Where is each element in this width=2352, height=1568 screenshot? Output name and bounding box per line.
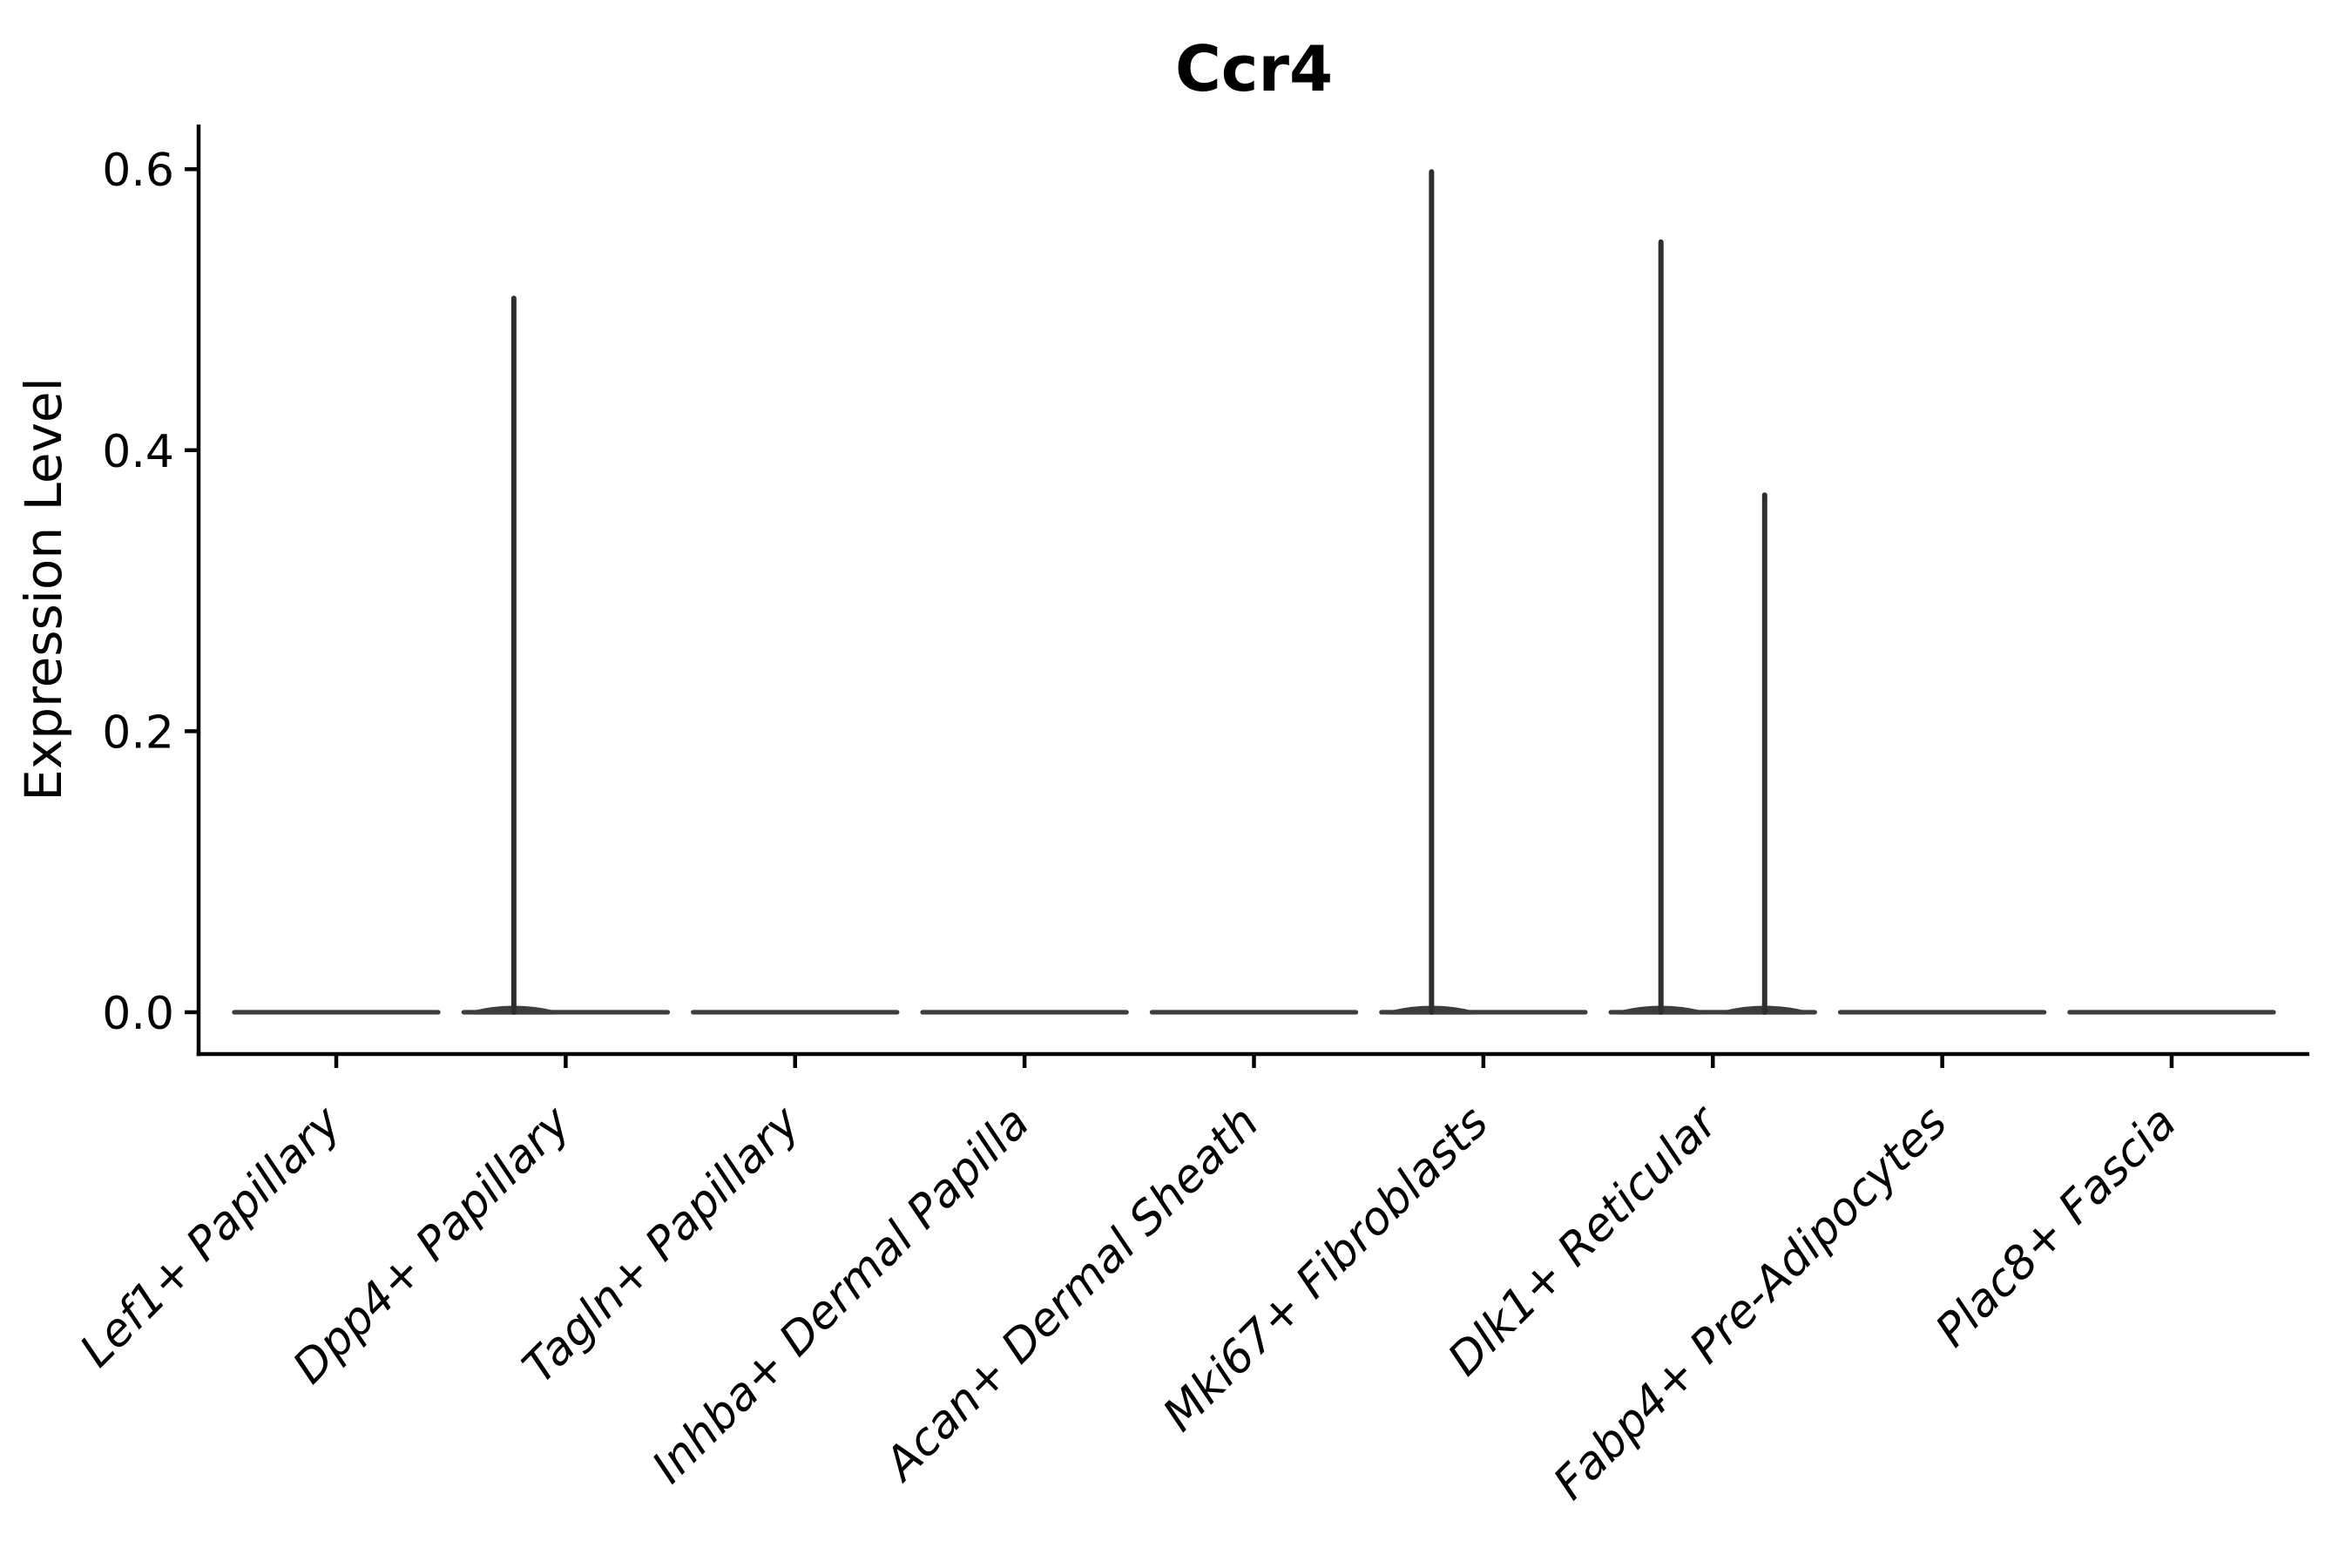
y-tick-label: 0.6 <box>102 145 174 197</box>
x-tick-label: Plac8+ Fascia <box>1926 1097 2186 1357</box>
x-tick-labels: Lef1+ Papillary Dpp4+ Papillary Tagln+ P… <box>71 1094 2186 1510</box>
y-axis-label: Expression Level <box>14 377 73 801</box>
y-tick-label: 0.0 <box>102 988 174 1040</box>
plot-title: Ccr4 <box>1175 32 1333 105</box>
plot-shapes <box>185 125 2309 1068</box>
y-tick-label: 0.2 <box>102 706 174 759</box>
y-tick-label: 0.4 <box>102 426 174 478</box>
x-tick-label: Acan+ Dermal Sheath <box>874 1097 1269 1492</box>
x-tick-label: Inhba+ Dermal Papilla <box>643 1097 1040 1494</box>
x-tick-label: Fabp4+ Pre-Adipocytes <box>1544 1097 1957 1511</box>
y-tick-labels: 0.0 0.2 0.4 0.6 <box>102 145 174 1040</box>
